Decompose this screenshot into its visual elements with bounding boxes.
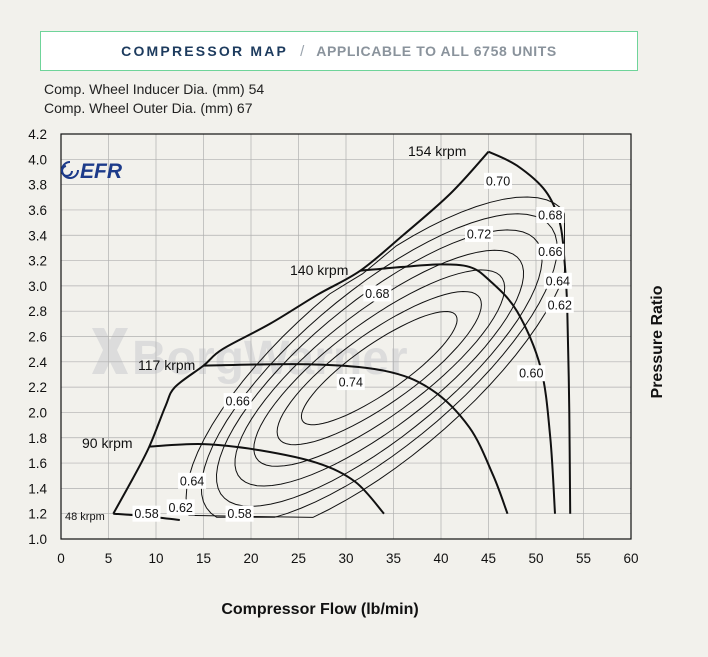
efficiency-label: 0.68 <box>538 209 562 223</box>
y-tick-label: 1.8 <box>28 431 47 446</box>
y-tick-label: 1.0 <box>28 532 47 547</box>
efficiency-label-bg <box>363 285 392 302</box>
efficiency-label: 0.70 <box>486 174 510 188</box>
speed-line-label: 140 krpm <box>290 262 348 278</box>
title-separator: / <box>300 42 305 60</box>
efficiency-label-bg <box>225 505 254 522</box>
efficiency-label-bg <box>132 505 161 522</box>
efficiency-labels: 0.58 0.58 0.62 0.64 0.66 0.68 0.70 0.72 0.74 0.68… <box>132 172 574 522</box>
y-tick-label: 3.8 <box>28 178 47 193</box>
x-tick-label: 0 <box>57 551 65 566</box>
efficiency-contour <box>215 229 543 507</box>
x-tick-label: 45 <box>481 551 496 566</box>
efficiency-label-bg <box>536 207 565 223</box>
x-tick-label: 30 <box>338 551 353 566</box>
outer-diameter-spec: Comp. Wheel Outer Dia. (mm) 67 <box>44 100 253 116</box>
efficiency-label-bg <box>223 393 252 410</box>
y-tick-label: 1.6 <box>28 456 47 471</box>
y-tick-label: 2.0 <box>28 405 47 420</box>
efficiency-label-bg <box>545 296 574 313</box>
chart-subtitle: APPLICABLE TO ALL 6758 UNITS <box>316 43 557 59</box>
speed-line-label: 154 krpm <box>408 143 466 159</box>
y-tick-label: 2.2 <box>28 380 47 395</box>
efficiency-islands <box>185 196 565 518</box>
plot-frame <box>60 133 632 540</box>
y-tick-label: 2.6 <box>28 330 47 345</box>
x-tick-label: 25 <box>291 551 306 566</box>
speed-line-label: 48 krpm <box>65 511 105 523</box>
x-tick-label: 35 <box>386 551 401 566</box>
plot-grid <box>61 134 631 539</box>
efr-logo-text: EFR <box>80 160 123 183</box>
speed-line-label: 90 krpm <box>82 435 133 451</box>
efficiency-label: 0.62 <box>169 501 193 515</box>
y-tick-label: 3.4 <box>28 228 47 243</box>
y-axis-title: Pressure Ratio <box>649 285 666 398</box>
x-tick-label: 40 <box>433 551 448 566</box>
efr-logo: EFR <box>61 160 123 183</box>
speed-line <box>149 442 385 515</box>
surge-line <box>112 151 490 515</box>
y-axis-ticks: 1.0 1.2 1.4 1.6 1.8 2.0 2.2 2.4 2.6 2.8 3.0 3.2 3.4 3… <box>28 127 47 547</box>
efficiency-label: 0.72 <box>467 227 491 241</box>
efficiency-label-bg <box>166 499 195 516</box>
x-axis-title: Compressor Flow (lb/min) <box>221 601 418 618</box>
efficiency-label: 0.74 <box>339 376 363 390</box>
chart-title: COMPRESSOR MAP <box>121 43 289 59</box>
efficiency-label-bg <box>336 374 365 391</box>
y-tick-label: 4.0 <box>28 152 47 167</box>
inducer-diameter-spec: Comp. Wheel Inducer Dia. (mm) 54 <box>44 81 265 97</box>
speed-labels: 48 krpm 90 krpm 117 krpm 140 krpm 154 krpm <box>65 143 466 523</box>
efficiency-contour <box>300 310 458 426</box>
efficiency-label-bg <box>543 272 572 289</box>
efficiency-label: 0.58 <box>134 507 158 521</box>
efficiency-label: 0.68 <box>365 287 389 301</box>
efficiency-contour <box>253 269 506 467</box>
y-tick-label: 2.4 <box>28 355 47 370</box>
efficiency-contour <box>200 213 558 518</box>
x-axis-ticks: 0 5 10 15 20 25 30 35 40 45 50 55 60 <box>57 551 638 566</box>
efficiency-label-bg <box>178 472 207 489</box>
efficiency-label: 0.66 <box>226 395 250 409</box>
efficiency-label-bg <box>517 365 546 382</box>
x-tick-label: 60 <box>623 551 638 566</box>
x-tick-label: 15 <box>196 551 211 566</box>
borgwarner-logo-icon <box>92 328 128 374</box>
efficiency-label: 0.60 <box>519 367 543 381</box>
swirl-icon <box>61 161 79 179</box>
efficiency-contour <box>185 196 565 518</box>
y-tick-label: 1.4 <box>28 481 47 496</box>
y-tick-label: 3.0 <box>28 279 47 294</box>
efficiency-label: 0.64 <box>180 474 204 488</box>
y-tick-label: 3.6 <box>28 203 47 218</box>
efficiency-label: 0.64 <box>546 274 570 288</box>
x-tick-label: 10 <box>148 551 163 566</box>
efficiency-label-bg <box>536 243 565 260</box>
x-tick-label: 55 <box>576 551 591 566</box>
efficiency-label-bg <box>465 225 493 242</box>
x-tick-label: 50 <box>528 551 543 566</box>
chart-header: COMPRESSOR MAP / APPLICABLE TO ALL 6758 … <box>40 31 638 71</box>
speed-line-label: 117 krpm <box>138 357 195 373</box>
y-tick-label: 3.2 <box>28 254 47 269</box>
efficiency-label: 0.66 <box>538 245 562 259</box>
speed-line <box>360 263 556 514</box>
efficiency-contour <box>234 249 525 487</box>
efficiency-contour <box>276 290 482 446</box>
efficiency-label: 0.58 <box>227 507 251 521</box>
speed-line <box>203 363 509 515</box>
y-tick-label: 1.2 <box>28 507 47 522</box>
efficiency-label-bg <box>484 172 512 189</box>
x-tick-label: 5 <box>105 551 113 566</box>
y-tick-label: 4.2 <box>28 127 47 142</box>
efficiency-label: 0.62 <box>548 298 572 312</box>
y-tick-label: 2.8 <box>28 304 47 319</box>
x-tick-label: 20 <box>243 551 258 566</box>
